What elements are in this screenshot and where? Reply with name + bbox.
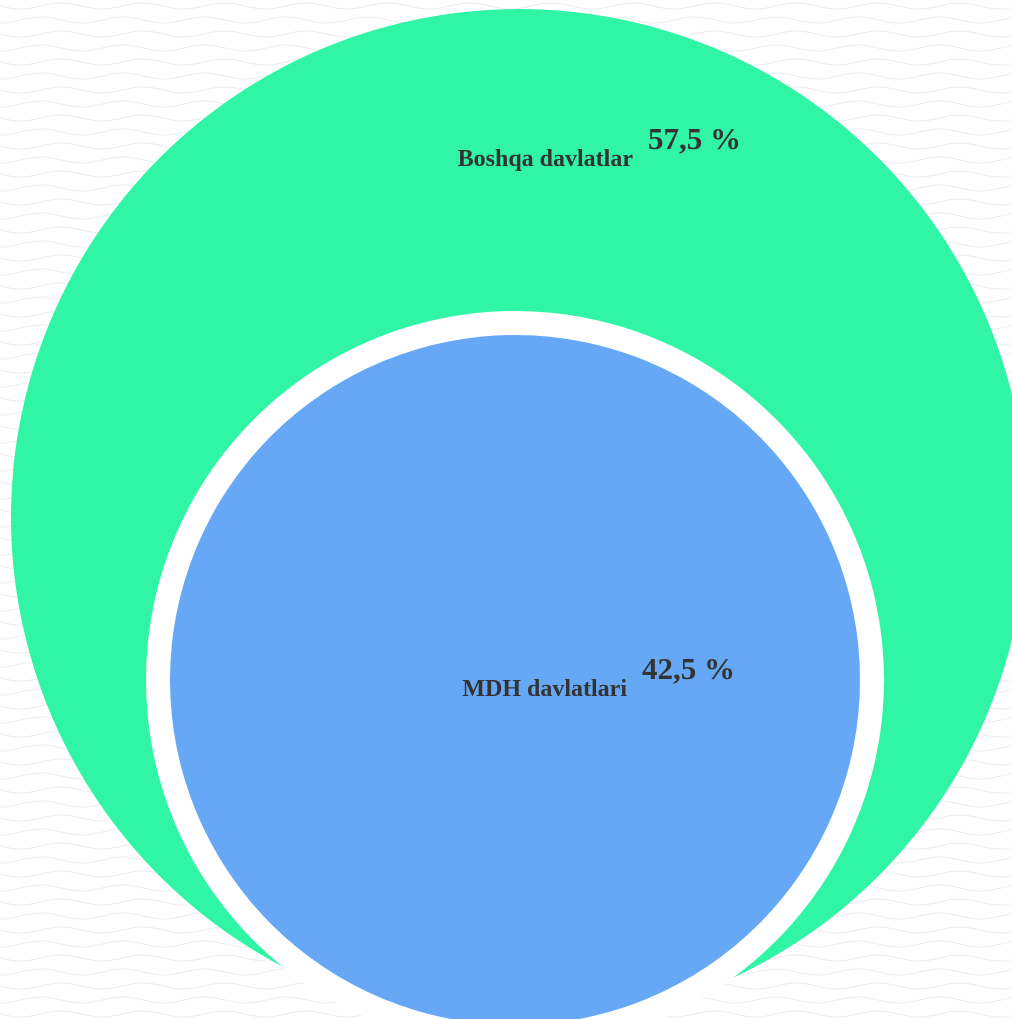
slice-mdh-davlatlari bbox=[170, 335, 860, 1019]
wave-line bbox=[0, 2, 1012, 10]
value-mdh-davlatlari: 42,5 % bbox=[642, 651, 735, 686]
label-mdh-davlatlari: MDH davlatlari bbox=[462, 676, 627, 702]
label-boshqa-davlatlar: Boshqa davlatlar bbox=[458, 146, 634, 172]
value-boshqa-davlatlar: 57,5 % bbox=[648, 121, 741, 156]
